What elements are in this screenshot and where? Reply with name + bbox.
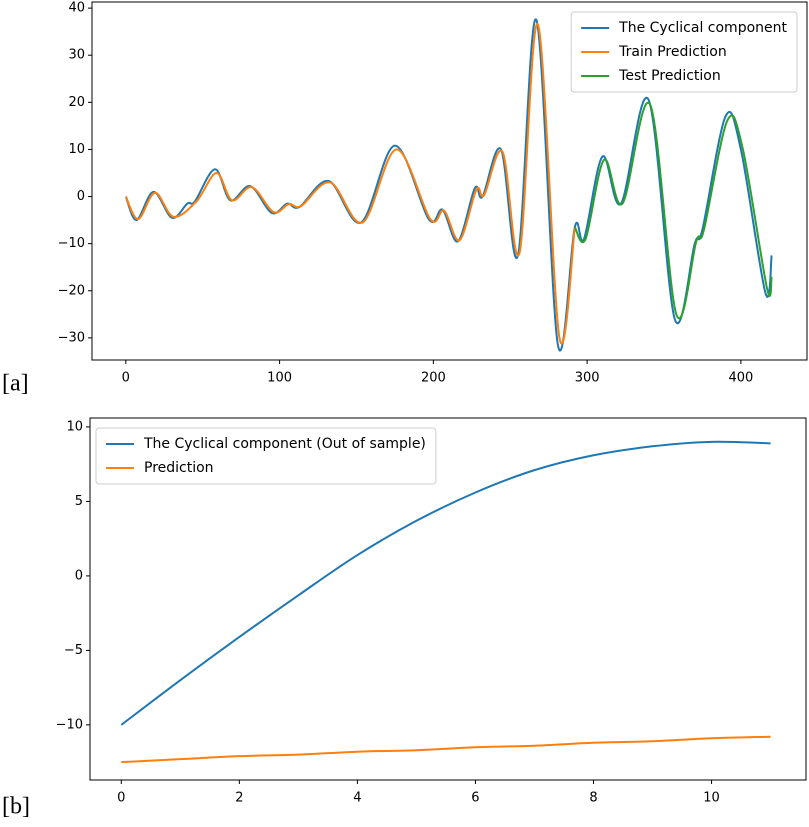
legend-box bbox=[95, 427, 437, 485]
y-tick-label: 10 bbox=[68, 142, 85, 157]
x-tick-label: 300 bbox=[575, 371, 600, 386]
x-tick-label: 0 bbox=[117, 791, 125, 806]
y-tick-label: 0 bbox=[75, 568, 83, 583]
legend: The Cyclical component Train Prediction Te… bbox=[570, 11, 798, 93]
y-tick-label: −5 bbox=[64, 643, 83, 658]
x-tick-label: 2 bbox=[235, 791, 243, 806]
x-tick-label: 10 bbox=[703, 791, 720, 806]
y-tick-label: 40 bbox=[68, 1, 85, 16]
x-tick-label: 200 bbox=[421, 371, 446, 386]
subplot: 0 100 200 300 400 −30 −20 −10 0 10 20 30 40 [a] The Cy… bbox=[2, 1, 808, 397]
axes-frame bbox=[89, 417, 807, 781]
y-tick-label: −10 bbox=[58, 236, 85, 251]
y-tick-label: −20 bbox=[58, 283, 85, 298]
series-line bbox=[120, 440, 771, 726]
panel-label: [a] bbox=[2, 371, 29, 397]
legend-label: Test Prediction bbox=[618, 68, 721, 84]
y-tick-label: 10 bbox=[66, 419, 83, 434]
y-tick-label: −30 bbox=[58, 330, 85, 345]
y-tick-label: 5 bbox=[75, 494, 83, 509]
x-tick-label: 100 bbox=[267, 371, 292, 386]
y-tick-label: 20 bbox=[68, 95, 85, 110]
series-line bbox=[573, 101, 773, 320]
x-tick-label: 0 bbox=[122, 371, 130, 386]
legend-label: Prediction bbox=[144, 460, 214, 476]
y-tick-label: 0 bbox=[77, 189, 85, 204]
legend: The Cyclical component (Out of sample) Pr… bbox=[95, 427, 437, 485]
series-line bbox=[121, 735, 771, 764]
legend-label: The Cyclical component (Out of sample) bbox=[143, 436, 426, 452]
y-tick-label: −10 bbox=[56, 717, 83, 732]
x-tick-label: 6 bbox=[471, 791, 479, 806]
x-tick-label: 4 bbox=[353, 791, 361, 806]
panel-label: [b] bbox=[2, 794, 30, 820]
axes-frame bbox=[91, 1, 808, 361]
series-line bbox=[124, 23, 576, 345]
subplot: 0 2 4 6 8 10 −10 −5 0 5 10 [b] The Cyclical componen… bbox=[2, 417, 807, 820]
y-tick-label: 30 bbox=[68, 48, 85, 63]
legend-label: The Cyclical component bbox=[618, 20, 787, 36]
x-tick-label: 8 bbox=[589, 791, 597, 806]
legend-box bbox=[570, 11, 798, 93]
x-tick-label: 400 bbox=[728, 371, 753, 386]
legend-label: Train Prediction bbox=[618, 44, 727, 60]
